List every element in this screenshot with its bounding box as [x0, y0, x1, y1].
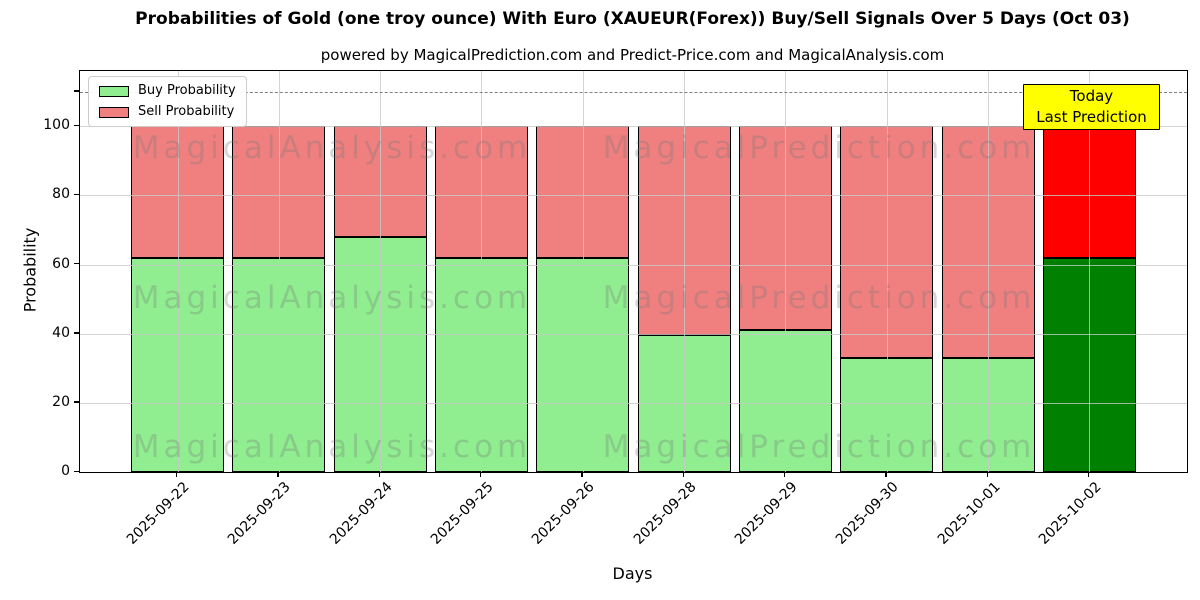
gridline-v	[684, 71, 686, 472]
y-tick-label: 0	[61, 463, 70, 479]
gridline-v	[177, 71, 179, 472]
gridline-h	[80, 402, 1187, 404]
grid-layer	[80, 71, 1187, 472]
gridline-v	[886, 71, 888, 472]
legend-item: Buy Probability	[99, 83, 236, 99]
x-tick-label-text: 2025-10-02	[1035, 479, 1105, 548]
x-tick	[682, 472, 684, 478]
watermark-text: MagicalPrediction.com	[602, 130, 1036, 166]
x-tick-label-text: 2025-09-28	[630, 479, 700, 548]
x-tick	[378, 472, 380, 478]
gridline-h	[80, 333, 1187, 335]
gridline-v	[278, 71, 280, 472]
x-axis-label: Days	[612, 564, 653, 583]
watermark-text: MagicalAnalysis.com	[132, 130, 532, 166]
watermark-text: MagicalAnalysis.com	[132, 280, 532, 316]
watermark-text: MagicalPrediction.com	[602, 280, 1036, 316]
x-tick-label-text: 2025-09-26	[529, 479, 599, 548]
legend: Buy Probability Sell Probability	[88, 76, 247, 127]
y-tick-label: 100	[43, 117, 70, 134]
x-tick	[885, 472, 887, 478]
gridline-h	[80, 195, 1187, 197]
y-tick	[74, 193, 79, 196]
y-tick	[74, 401, 79, 403]
y-tick	[74, 124, 79, 127]
x-tick-label-text: 2025-09-30	[833, 479, 903, 548]
gridline-v	[582, 71, 584, 472]
x-tick-label-text: 2025-09-22	[123, 479, 193, 548]
y-tick	[74, 470, 79, 472]
today-annotation-line2: Last Prediction	[1036, 108, 1147, 126]
x-tick-label-text: 2025-09-24	[326, 479, 396, 548]
plot-area: MagicalAnalysis.com MagicalPrediction.com…	[79, 70, 1188, 473]
gridline-v	[785, 71, 787, 472]
x-tick	[479, 472, 482, 478]
chart-title: Probabilities of Gold (one troy ounce) W…	[135, 9, 1130, 29]
x-tick	[986, 472, 988, 478]
x-tick-label-text: 2025-09-23	[225, 479, 295, 548]
x-tick	[176, 472, 178, 478]
y-tick	[74, 90, 79, 92]
y-tick	[74, 263, 79, 265]
legend-label: Buy Probability	[138, 83, 236, 98]
gridline-h	[80, 126, 1187, 128]
x-tick	[581, 472, 583, 478]
x-tick	[783, 472, 786, 478]
x-tick-label-text: 2025-09-25	[427, 479, 497, 548]
x-tick-label-text: 2025-09-29	[731, 479, 801, 548]
watermark-text: MagicalPrediction.com	[602, 429, 1036, 465]
today-annotation: Today Last Prediction	[1023, 84, 1160, 130]
x-tick-label-text: 2025-10-01	[934, 479, 1004, 548]
chart-subtitle: powered by MagicalPrediction.com and Pre…	[320, 46, 945, 64]
y-tick-label: 20	[52, 393, 70, 410]
y-axis-label: Probability	[20, 227, 40, 313]
y-tick-label: 40	[52, 324, 70, 341]
watermark-layer: MagicalAnalysis.com MagicalPrediction.com…	[80, 71, 1187, 472]
legend-item: Sell Probability	[99, 104, 236, 120]
legend-label: Sell Probability	[138, 104, 235, 119]
watermark-text: MagicalAnalysis.com	[132, 429, 532, 465]
legend-swatch	[99, 85, 129, 97]
y-tick	[74, 332, 79, 334]
x-tick	[277, 472, 279, 478]
x-tick	[1087, 472, 1090, 478]
today-annotation-line1: Today	[1069, 87, 1114, 105]
threshold-dashed-line	[80, 91, 1187, 93]
gridline-v	[380, 71, 382, 472]
gridline-h	[80, 264, 1187, 266]
gridline-v	[481, 71, 483, 472]
y-tick-label: 60	[52, 255, 70, 272]
y-tick-label: 80	[52, 186, 70, 203]
legend-swatch	[99, 106, 129, 118]
gridline-v	[1089, 71, 1091, 472]
gridline-v	[988, 71, 990, 472]
